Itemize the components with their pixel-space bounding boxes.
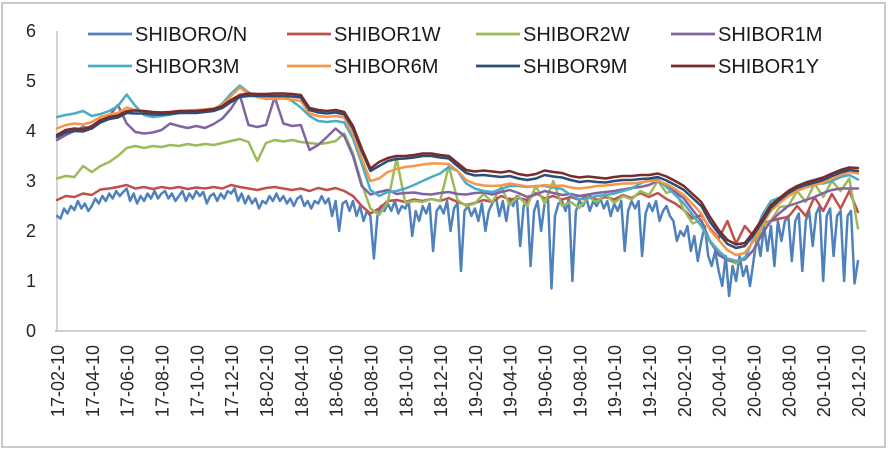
x-tick-label: 19-06-10 bbox=[536, 345, 556, 417]
legend-label-SHIBOR9M: SHIBOR9M bbox=[523, 56, 627, 78]
x-tick-label: 18-10-10 bbox=[396, 345, 416, 417]
x-tick-label: 19-02-10 bbox=[466, 345, 486, 417]
x-tick-label: 17-10-10 bbox=[187, 345, 207, 417]
legend-label-SHIBORO/N: SHIBORO/N bbox=[135, 24, 247, 46]
x-axis-labels: 17-02-10 17-04-10 17-06-10 17-08-10 17-10-10… bbox=[48, 345, 869, 417]
x-tick-label: 20-06-10 bbox=[745, 345, 765, 417]
x-tick-label: 20-08-10 bbox=[779, 345, 799, 417]
y-tick-label: 2 bbox=[26, 221, 36, 241]
x-tick-label: 17-04-10 bbox=[83, 345, 103, 417]
x-tick-label: 19-04-10 bbox=[501, 345, 521, 417]
series-line-SHIBOR1M bbox=[55, 93, 860, 263]
x-tick-label: 19-10-10 bbox=[605, 345, 625, 417]
x-tick-label: 20-04-10 bbox=[710, 345, 730, 417]
x-tick-label: 20-02-10 bbox=[675, 345, 695, 417]
y-axis-labels: 0 1 2 3 4 5 6 bbox=[26, 21, 36, 341]
x-tick-label: 18-06-10 bbox=[327, 345, 347, 417]
x-tick-label: 17-02-10 bbox=[48, 345, 68, 417]
series-line-SHIBOR1W bbox=[55, 183, 860, 245]
x-tick-label: 18-08-10 bbox=[361, 345, 381, 417]
x-tick-label: 20-12-10 bbox=[849, 345, 869, 417]
y-tick-label: 5 bbox=[26, 71, 36, 91]
x-tick-label: 19-12-10 bbox=[640, 345, 660, 417]
x-tick-label: 17-08-10 bbox=[152, 345, 172, 417]
y-tick-label: 0 bbox=[26, 321, 36, 341]
x-tick-label: 17-12-10 bbox=[222, 345, 242, 417]
x-tick-label: 20-10-10 bbox=[814, 345, 834, 417]
y-tick-label: 3 bbox=[26, 171, 36, 191]
x-tick-label: 18-04-10 bbox=[292, 345, 312, 417]
plot-series bbox=[55, 84, 860, 298]
series-line-SHIBOR9M bbox=[55, 94, 860, 250]
series-line-SHIBORO/N bbox=[55, 187, 860, 298]
legend-label-SHIBOR3M: SHIBOR3M bbox=[135, 56, 239, 78]
legend-label-SHIBOR1Y: SHIBOR1Y bbox=[718, 56, 819, 78]
legend: SHIBORO/N SHIBOR1W SHIBOR2W SHIBOR1M SHIBOR3… bbox=[88, 24, 822, 78]
legend-label-SHIBOR1W: SHIBOR1W bbox=[334, 24, 441, 46]
series-line-SHIBOR1Y bbox=[55, 92, 860, 246]
x-tick-label: 19-08-10 bbox=[570, 345, 590, 417]
legend-label-SHIBOR6M: SHIBOR6M bbox=[334, 56, 438, 78]
y-tick-label: 4 bbox=[26, 121, 36, 141]
y-tick-label: 1 bbox=[26, 271, 36, 291]
y-tick-label: 6 bbox=[26, 21, 36, 41]
x-tick-label: 18-02-10 bbox=[257, 345, 277, 417]
legend-label-SHIBOR1M: SHIBOR1M bbox=[718, 24, 822, 46]
x-tick-label: 17-06-10 bbox=[118, 345, 138, 417]
x-tick-label: 18-12-10 bbox=[431, 345, 451, 417]
legend-label-SHIBOR2W: SHIBOR2W bbox=[523, 24, 630, 46]
